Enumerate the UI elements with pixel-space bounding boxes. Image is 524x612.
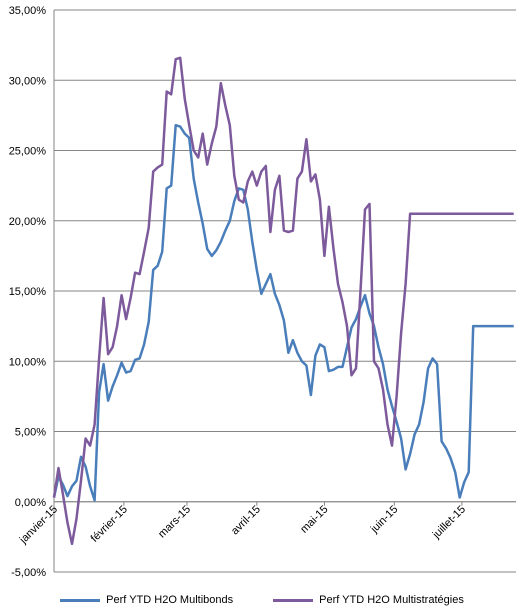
- legend: Perf YTD H2O Multibonds Perf YTD H2O Mul…: [0, 590, 524, 610]
- x-tick-label: avril-15: [229, 503, 263, 537]
- x-tick-label: juin-15: [368, 503, 401, 536]
- legend-label-multistrategies: Perf YTD H2O Multistratégies: [319, 594, 464, 606]
- series-layer: [52, 56, 514, 546]
- series-line-multistrategies: [52, 56, 514, 546]
- legend-label-multibonds: Perf YTD H2O Multibonds: [106, 594, 234, 606]
- series-line-multibonds: [52, 123, 514, 502]
- y-tick-label: 20,00%: [9, 216, 47, 228]
- y-tick-label: 35,00%: [9, 5, 47, 17]
- x-tick-label: juillet-15: [430, 503, 468, 541]
- y-tick-label: 10,00%: [9, 356, 47, 368]
- legend-swatch-multibonds: [60, 598, 101, 602]
- legend-item-multistrategies: Perf YTD H2O Multistratégies: [273, 590, 464, 610]
- legend-swatch-multistrategies: [273, 598, 314, 602]
- x-tick-label: mai-15: [298, 503, 330, 535]
- y-tick-label: 15,00%: [9, 286, 47, 298]
- legend-item-multibonds: Perf YTD H2O Multibonds: [60, 590, 233, 610]
- axis-layer: [53, 10, 516, 572]
- label-layer: -5,00% 0,00% 5,00% 10,00% 15,00% 20,00% 25,00%…: [9, 5, 468, 579]
- y-tick-label: 0,00%: [15, 497, 46, 509]
- y-tick-label: 5,00%: [15, 427, 46, 439]
- x-tick-label: mars-15: [156, 503, 193, 540]
- y-tick-label: 30,00%: [9, 75, 47, 87]
- y-tick-label: 25,00%: [9, 146, 47, 158]
- y-tick-label: -5,00%: [11, 567, 46, 579]
- grid-layer: [54, 9, 516, 573]
- x-tick-label: février-15: [89, 503, 130, 544]
